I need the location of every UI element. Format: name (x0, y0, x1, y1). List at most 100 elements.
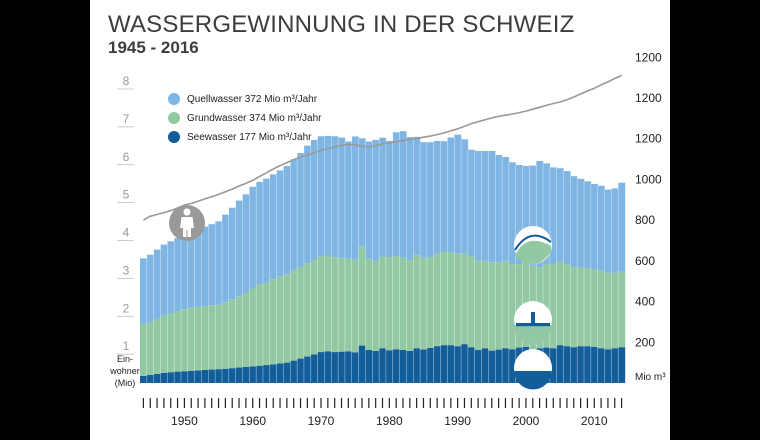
bar-grundwasser-1979 (379, 256, 387, 349)
bar-quellwasser-1984 (413, 136, 421, 256)
bar-seewasser-1989 (447, 345, 455, 383)
bar-seewasser-1986 (426, 347, 434, 383)
bar-quellwasser-1998 (508, 162, 516, 265)
bar-seewasser-1974 (344, 351, 352, 383)
bar-seewasser-1951 (187, 370, 195, 383)
bar-grundwasser-2012 (604, 272, 612, 350)
bar-quellwasser-1983 (406, 137, 414, 261)
legend-label-seewasser: Seewasser 177 Mio m³/Jahr (187, 131, 312, 143)
x-axis-tick-label: 1950 (171, 414, 198, 428)
chart-card: 1 2 3 4 5 6 7 8 Ein-wohner (Mio) 200 400 600 800 1000 1… (90, 0, 670, 440)
bar-grundwasser-1992 (467, 256, 475, 348)
bar-seewasser-1990 (454, 346, 462, 383)
bar-quellwasser-1947 (160, 244, 168, 316)
left-axis-tick-label: 7 (123, 112, 130, 126)
bar-seewasser-1946 (153, 373, 161, 383)
bar-grundwasser-1997 (502, 260, 510, 349)
bar-grundwasser-1987 (433, 253, 441, 347)
bar-quellwasser-2007 (570, 176, 578, 267)
bar-seewasser-2011 (597, 348, 605, 383)
bar-quellwasser-1968 (303, 145, 311, 264)
bar-quellwasser-1996 (495, 155, 503, 263)
bar-quellwasser-1975 (351, 136, 359, 260)
bar-seewasser-1967 (297, 358, 305, 383)
left-axis-tick-label: 2 (123, 301, 130, 315)
bar-grundwasser-2010 (590, 269, 598, 347)
bar-seewasser-1969 (310, 354, 318, 383)
bar-grundwasser-1981 (392, 255, 400, 350)
bar-grundwasser-1968 (303, 263, 311, 357)
bar-grundwasser-1946 (153, 318, 161, 374)
bar-quellwasser-2013 (611, 188, 619, 273)
bar-seewasser-1993 (474, 350, 482, 383)
bar-grundwasser-1958 (235, 296, 243, 368)
left-axis-tick-label: 4 (123, 226, 130, 240)
bar-quellwasser-2014 (618, 182, 626, 272)
bar-grundwasser-1952 (194, 306, 202, 371)
bar-grundwasser-1969 (310, 260, 318, 355)
bar-quellwasser-2011 (597, 185, 605, 271)
right-axis-tick-label: 600 (635, 254, 655, 268)
bar-seewasser-1988 (440, 345, 448, 383)
bar-quellwasser-1999 (515, 164, 523, 265)
bar-quellwasser-1972 (331, 136, 339, 258)
bar-quellwasser-1971 (324, 135, 332, 256)
bar-seewasser-2008 (577, 346, 585, 383)
bar-seewasser-2005 (556, 345, 564, 383)
bar-seewasser-1962 (262, 365, 270, 383)
bar-quellwasser-1957 (228, 207, 236, 300)
chart-title: WASSERGEWINNUNG IN DER SCHWEIZ (108, 11, 575, 38)
bar-seewasser-1982 (399, 349, 407, 383)
bar-seewasser-1970 (317, 352, 325, 383)
bar-grundwasser-1990 (454, 253, 462, 347)
bar-seewasser-1972 (331, 352, 339, 383)
x-axis-tick-label: 1990 (444, 414, 471, 428)
bar-quellwasser-2006 (563, 171, 571, 265)
bar-grundwasser-1967 (297, 266, 305, 359)
bar-quellwasser-1953 (201, 226, 209, 307)
bar-grundwasser-1993 (474, 260, 482, 351)
bar-seewasser-1947 (160, 372, 168, 383)
bar-quellwasser-1988 (440, 141, 448, 252)
bar-seewasser-2013 (611, 348, 619, 383)
bar-grundwasser-1961 (256, 284, 264, 366)
bar-seewasser-1977 (365, 350, 373, 383)
bar-grundwasser-1995 (488, 262, 496, 351)
population-line (143, 74, 622, 221)
x-axis-tick-label: 1980 (376, 414, 403, 428)
bar-grundwasser-1960 (249, 288, 257, 367)
left-axis-tick-label: 6 (123, 150, 130, 164)
bar-grundwasser-1947 (160, 315, 168, 373)
bar-quellwasser-1977 (365, 141, 373, 259)
bar-seewasser-1994 (481, 348, 489, 383)
bar-grundwasser-1957 (228, 299, 236, 369)
bar-seewasser-1983 (406, 350, 414, 383)
bar-grundwasser-2014 (618, 271, 626, 348)
bar-quellwasser-1954 (208, 224, 216, 306)
right-axis-tick-label: 200 (635, 335, 655, 349)
bar-grundwasser-1986 (426, 256, 434, 348)
left-axis-tick-label: 5 (123, 188, 130, 202)
bar-grundwasser-1973 (338, 257, 346, 352)
bar-quellwasser-1982 (399, 131, 407, 258)
bar-quellwasser-1956 (221, 214, 230, 303)
left-axis-tick-label: 8 (123, 74, 130, 88)
bar-seewasser-2012 (604, 349, 612, 383)
bar-quellwasser-1997 (502, 157, 510, 261)
bar-grundwasser-1977 (365, 258, 373, 351)
bar-quellwasser-1991 (461, 139, 469, 254)
bar-grundwasser-1950 (180, 309, 189, 372)
left-axis-label: (Mio) (115, 378, 136, 388)
bar-grundwasser-1996 (495, 262, 503, 350)
right-axis-tick-label: 1200 (635, 91, 662, 105)
bar-quellwasser-2004 (549, 167, 557, 264)
right-axis-tick-label: 1200 (635, 132, 662, 146)
bar-grundwasser-1955 (215, 304, 223, 370)
x-axis-tick-label: 1960 (239, 414, 266, 428)
bar-quellwasser-1974 (344, 141, 352, 259)
bar-grundwasser-2004 (549, 263, 557, 349)
bar-seewasser-2004 (549, 348, 557, 383)
bar-quellwasser-1986 (426, 142, 434, 257)
bar-quellwasser-2001 (529, 165, 537, 266)
right-axis-tick-label: 1200 (635, 50, 662, 64)
